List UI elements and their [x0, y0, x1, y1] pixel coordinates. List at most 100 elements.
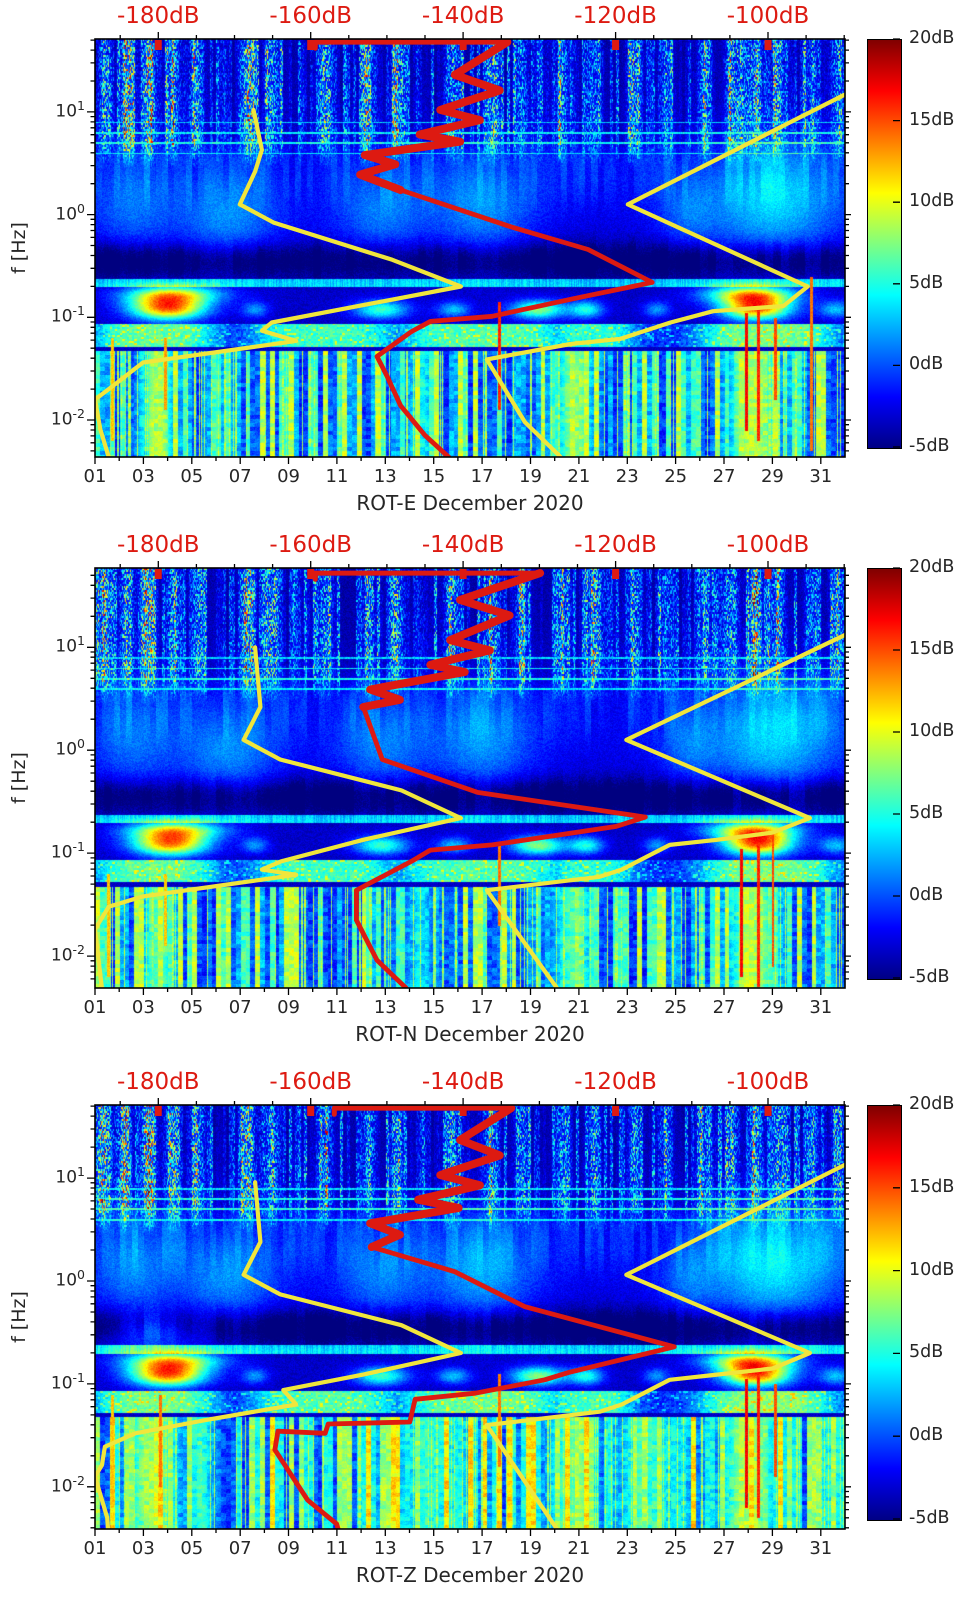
top-axis-label: -180dB — [116, 1069, 200, 1095]
x-tick-label: 23 — [615, 1538, 639, 1559]
y-tick-label: 10-2 — [50, 942, 85, 966]
x-tick-label: 11 — [325, 466, 349, 487]
colorbar — [867, 1105, 902, 1521]
x-tick-label: 21 — [567, 466, 591, 487]
x-tick-label: 31 — [809, 997, 833, 1018]
x-tick-label: 01 — [83, 1538, 107, 1559]
x-tick-label: 19 — [519, 997, 542, 1018]
x-tick-label: 31 — [809, 466, 833, 487]
panel-title-rot-n: ROT-N December 2020 — [355, 1022, 585, 1046]
x-tick-label: 13 — [373, 466, 397, 487]
x-tick-label: 09 — [277, 997, 300, 1018]
top-axis-label: -160dB — [269, 532, 352, 558]
x-tick-label: 09 — [277, 1538, 300, 1559]
x-tick-label: 15 — [422, 997, 446, 1018]
panel-title-rot-e: ROT-E December 2020 — [356, 491, 584, 515]
x-tick-label: 15 — [422, 466, 446, 487]
y-tick-label: 101 — [55, 97, 85, 122]
top-axis-label: -160dB — [269, 3, 352, 29]
x-tick-label: 03 — [131, 466, 155, 487]
x-tick-label: 17 — [470, 1538, 494, 1559]
x-tick-label: 25 — [664, 466, 688, 487]
x-tick-label: 03 — [131, 1538, 155, 1559]
x-tick-label: 23 — [615, 466, 639, 487]
y-tick-label: 10-1 — [50, 1369, 85, 1394]
top-axis-label: -120dB — [574, 1069, 657, 1095]
x-tick-label: 05 — [180, 997, 204, 1018]
top-axis-label: -120dB — [574, 3, 657, 29]
x-tick-label: 29 — [760, 1538, 784, 1559]
x-tick-label: 17 — [470, 466, 494, 487]
top-axis-label: -180dB — [116, 3, 200, 29]
x-tick-label: 25 — [664, 997, 688, 1018]
x-tick-label: 01 — [83, 466, 107, 487]
x-tick-label: 29 — [760, 466, 784, 487]
panel-title-rot-z: ROT-Z December 2020 — [355, 1563, 585, 1587]
x-tick-label: 11 — [325, 1538, 349, 1559]
x-tick-label: 27 — [712, 466, 736, 487]
colorbar-tick-label: -5dB — [909, 1508, 950, 1528]
colorbar-tick-label: 10dB — [909, 191, 955, 212]
colorbar-tick-label: 0dB — [909, 354, 944, 375]
x-tick-label: 23 — [615, 997, 639, 1018]
colorbar-tick-label: -5dB — [909, 967, 950, 987]
x-tick-label: 05 — [180, 466, 204, 487]
x-tick-label: 11 — [325, 997, 349, 1018]
x-tick-label: 25 — [664, 1538, 688, 1559]
top-axis-label: -140dB — [421, 3, 505, 29]
colorbar-tick-label: 15dB — [909, 1176, 955, 1197]
top-axis-label: -100dB — [726, 3, 810, 29]
x-tick-label: 07 — [228, 997, 252, 1018]
x-tick-label: 17 — [470, 997, 494, 1018]
x-tick-label: 29 — [760, 997, 784, 1018]
x-tick-label: 03 — [131, 997, 155, 1018]
x-tick-label: 13 — [373, 997, 397, 1018]
x-tick-label: 21 — [567, 1538, 591, 1559]
x-tick-label: 09 — [277, 466, 300, 487]
spectrogram-canvas-rot-z — [95, 1105, 845, 1529]
y-tick-label: 10-2 — [50, 406, 85, 430]
colorbar-tick-label: 10dB — [909, 1259, 955, 1280]
y-tick-label: 101 — [55, 633, 85, 657]
x-tick-label: 31 — [809, 1538, 833, 1559]
colorbar-tick-label: 20dB — [909, 1094, 955, 1114]
colorbar-tick-label: 0dB — [909, 885, 944, 905]
top-axis-label: -140dB — [421, 532, 505, 558]
y-tick-label: 100 — [55, 736, 85, 760]
x-tick-label: 27 — [712, 997, 736, 1018]
x-tick-label: 27 — [712, 1538, 736, 1559]
x-tick-label: 13 — [373, 1538, 397, 1559]
y-tick-label: 101 — [55, 1164, 85, 1188]
x-tick-label: 19 — [519, 1538, 542, 1559]
colorbar-tick-label: 5dB — [909, 803, 944, 823]
top-axis-label: -160dB — [269, 1069, 352, 1095]
y-tick-label: 10-1 — [50, 303, 85, 327]
colorbar-tick-label: 5dB — [909, 1342, 944, 1363]
y-tick-label: 100 — [55, 200, 85, 225]
x-tick-label: 21 — [567, 997, 591, 1018]
x-tick-label: 19 — [519, 466, 542, 487]
x-tick-label: 01 — [83, 997, 107, 1018]
colorbar-tick-label: 0dB — [909, 1425, 944, 1446]
x-tick-label: 07 — [228, 466, 252, 487]
colorbar-tick-label: 15dB — [909, 109, 955, 130]
x-tick-label: 05 — [180, 1538, 204, 1559]
top-axis-label: -100dB — [726, 1069, 810, 1095]
x-tick-label: 07 — [228, 1538, 252, 1559]
colorbar-tick-label: 20dB — [909, 28, 955, 48]
colorbar-tick-label: 15dB — [909, 639, 955, 659]
y-tick-label: 100 — [55, 1266, 85, 1291]
top-axis-label: -140dB — [421, 1069, 505, 1095]
top-axis-label: -180dB — [116, 532, 200, 558]
y-tick-label: 10-2 — [50, 1472, 85, 1497]
colorbar-tick-label: 20dB — [909, 557, 955, 577]
top-axis-label: -120dB — [574, 532, 657, 558]
colorbar-tick-label: 10dB — [909, 721, 955, 741]
x-tick-label: 15 — [422, 1538, 446, 1559]
top-axis-label: -100dB — [726, 532, 810, 558]
colorbar-tick-label: 5dB — [909, 272, 944, 293]
colorbar-tick-label: -5dB — [909, 436, 950, 456]
y-tick-label: 10-1 — [50, 839, 85, 863]
